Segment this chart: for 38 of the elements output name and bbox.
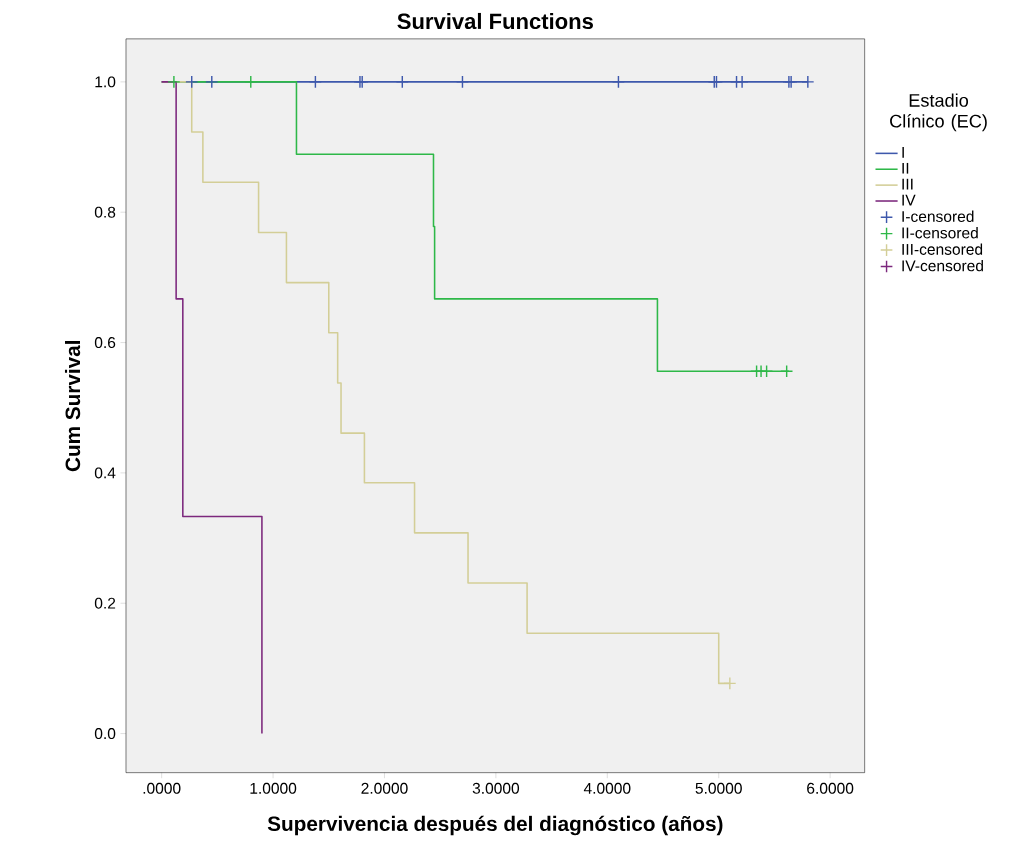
point [723, 676, 737, 690]
x-tick-label: .0000 [143, 782, 181, 794]
x-tick-label: 5.0000 [695, 782, 742, 794]
legend-label: I [902, 146, 904, 158]
legend-label: II-censored [902, 226, 978, 239]
y-tick-label: 0.2 [94, 597, 116, 609]
y-tick-label: 0.6 [94, 336, 116, 348]
point [455, 75, 470, 89]
point [185, 75, 199, 89]
x-tick-label: 3.0000 [472, 782, 520, 794]
legend-label: I-censored [902, 210, 974, 222]
point [308, 75, 322, 89]
legend-label: II [902, 162, 909, 174]
point [395, 75, 409, 89]
y-tick-label: 0.0 [94, 727, 116, 739]
point [780, 364, 794, 378]
x-tick-label: 4.0000 [583, 782, 631, 794]
point [611, 75, 625, 89]
point [167, 75, 181, 89]
legend-label: IV [902, 194, 916, 206]
legend-label: IV-censored [902, 259, 983, 272]
y-tick-label: 0.8 [94, 206, 116, 218]
chart-title: Survival Functions [397, 12, 593, 29]
x-tick-label: 6.0000 [807, 782, 854, 794]
legend-title: Estadio Clínico (EC) [890, 93, 987, 131]
y-tick-label: 1.0 [95, 76, 116, 88]
x-axis-title: Supervivencia después del diagnóstico (años) [267, 815, 723, 836]
point [205, 75, 219, 89]
x-tick-label: 1.0000 [250, 782, 297, 794]
point [735, 75, 749, 89]
point [760, 364, 774, 378]
legend-label: III [902, 178, 913, 190]
point [244, 75, 258, 89]
legend-label: III-censored [902, 243, 983, 255]
x-tick-label: 2.0000 [361, 782, 408, 794]
point [801, 75, 815, 89]
y-axis-title: Cum Survival [64, 340, 81, 471]
y-tick-label: 0.4 [94, 467, 116, 479]
